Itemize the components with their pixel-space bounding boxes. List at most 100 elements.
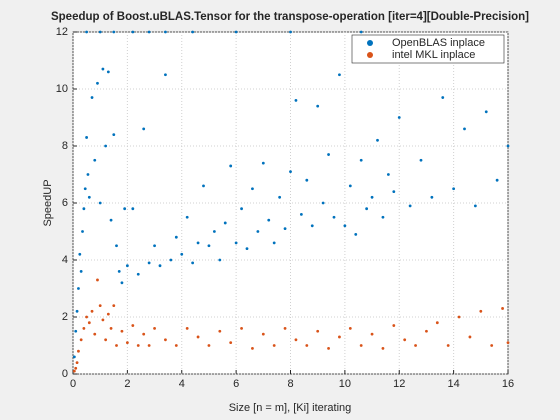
point (354, 232, 358, 236)
legend-label: intel MKL inplace (392, 49, 475, 61)
point (490, 344, 494, 347)
x-tick-label: 14 (448, 378, 460, 390)
point (117, 270, 121, 273)
point (82, 327, 86, 330)
chart-title: Speedup of Boost.uBLAS.Tensor for the tr… (51, 11, 529, 23)
point (112, 304, 116, 307)
point (115, 344, 118, 347)
point (109, 218, 113, 222)
point (506, 341, 510, 345)
point (457, 315, 461, 319)
point (310, 224, 314, 228)
point (78, 252, 82, 256)
point (251, 346, 254, 350)
point (101, 67, 105, 71)
point (261, 161, 265, 165)
point (392, 324, 396, 327)
point (370, 195, 374, 199)
point (403, 338, 407, 342)
point (202, 184, 205, 188)
point (75, 361, 79, 364)
x-tick-label: 0 (70, 378, 76, 390)
y-tick-label: 12 (56, 26, 68, 38)
point (120, 281, 124, 285)
point (81, 230, 84, 233)
point (267, 218, 271, 222)
point (164, 73, 167, 77)
point (495, 178, 499, 182)
point (370, 332, 374, 336)
point (381, 346, 385, 350)
point (174, 344, 178, 347)
point (234, 30, 238, 34)
legend-box (351, 34, 505, 64)
point (75, 309, 79, 313)
point (305, 178, 309, 182)
point (484, 110, 488, 114)
x-axis-label: Size [n = m], [Ki] iterating (229, 402, 352, 414)
point (77, 349, 80, 353)
point (441, 96, 445, 99)
point (294, 99, 298, 102)
point (77, 287, 80, 290)
point (463, 127, 466, 131)
point (185, 215, 189, 219)
point (452, 187, 456, 191)
point (90, 309, 94, 313)
point (125, 264, 129, 268)
point (316, 104, 320, 108)
x-tick-label: 6 (233, 378, 239, 390)
point (376, 138, 379, 142)
point (245, 247, 249, 251)
point (158, 264, 162, 268)
legend-marker (367, 52, 373, 58)
point (256, 230, 260, 233)
y-tick-label: 4 (62, 254, 68, 266)
point (299, 213, 303, 216)
point (85, 30, 88, 34)
point (147, 344, 151, 347)
point (96, 81, 99, 85)
point (240, 327, 243, 330)
point (468, 335, 472, 339)
point (131, 207, 135, 211)
point (104, 338, 108, 342)
point (136, 272, 140, 276)
point (223, 221, 227, 225)
point (196, 241, 200, 245)
point (83, 187, 87, 191)
point (123, 207, 127, 211)
point (180, 252, 184, 256)
point (446, 344, 450, 347)
point (93, 332, 97, 336)
point (87, 321, 91, 325)
point (87, 195, 91, 199)
point (414, 344, 417, 347)
point (289, 30, 292, 34)
point (316, 329, 320, 333)
point (435, 321, 439, 325)
x-tick-label: 8 (287, 378, 293, 390)
point (72, 355, 76, 359)
point (425, 329, 428, 333)
point (174, 235, 178, 239)
point (338, 73, 341, 77)
point (229, 341, 233, 345)
point (85, 315, 88, 319)
x-tick-label: 16 (502, 378, 514, 390)
point (343, 224, 347, 228)
point (86, 173, 90, 176)
point (408, 204, 412, 208)
point (72, 369, 76, 373)
point (131, 324, 135, 327)
point (109, 327, 113, 330)
point (305, 344, 309, 347)
point (392, 190, 396, 194)
point (112, 30, 116, 34)
point (185, 327, 189, 330)
point (240, 207, 243, 211)
point (272, 241, 276, 245)
legend-label: OpenBLAS inplace (392, 37, 485, 49)
point (283, 227, 287, 231)
point (207, 344, 211, 347)
